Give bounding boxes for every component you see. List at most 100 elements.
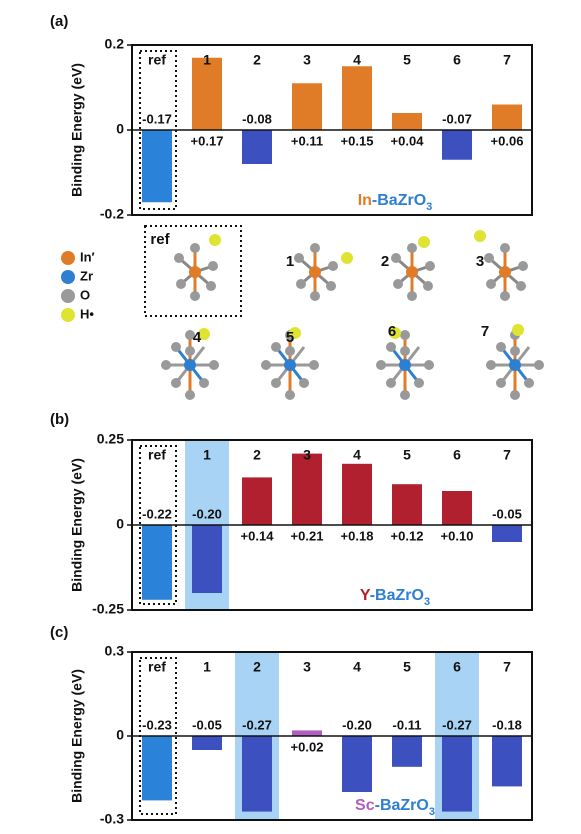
category-label: 4: [353, 447, 361, 463]
y-tick-label: 0: [116, 121, 124, 137]
y-tick-label: -0.25: [92, 601, 124, 617]
structure-label: ref: [150, 231, 170, 248]
plot-frame: [131, 651, 533, 821]
category-label: 6: [453, 52, 461, 68]
bar: [142, 736, 172, 801]
structure-label: 3: [476, 253, 484, 270]
y-axis-title: Binding Energy (eV): [69, 63, 85, 197]
structure-label: 5: [286, 329, 294, 346]
category-label: 4: [353, 52, 361, 68]
bar: [192, 57, 222, 130]
annotation-subscript: 3: [424, 596, 430, 608]
value-label: +0.04: [391, 133, 425, 148]
ref-box: [144, 225, 242, 317]
value-label: -0.20: [342, 717, 372, 732]
annotation: Sc-BaZrO3: [355, 797, 435, 818]
bar: [442, 491, 472, 525]
bar: [242, 130, 272, 164]
category-label: ref: [148, 447, 166, 463]
bar: [292, 453, 322, 525]
legend-swatch: [61, 289, 75, 303]
y-tick-label: 0: [116, 727, 124, 743]
category-label: 2: [253, 659, 261, 675]
value-label: -0.22: [142, 506, 172, 521]
value-label: -0.18: [492, 717, 522, 732]
y-tick-label: 0.25: [97, 431, 124, 447]
bar: [192, 525, 222, 593]
bar: [442, 130, 472, 160]
plot-frame: [131, 44, 533, 216]
value-label: +0.11: [291, 133, 323, 148]
y-tick-label: 0.2: [105, 36, 125, 52]
value-label: +0.10: [441, 528, 474, 543]
structures: [144, 225, 546, 402]
bar: [442, 736, 472, 812]
panel-label: (c): [50, 624, 68, 641]
annotation-dopant: In: [358, 192, 372, 209]
value-label: +0.12: [391, 528, 424, 543]
value-label: +0.15: [341, 133, 374, 148]
category-label: 7: [503, 52, 511, 68]
category-label: 2: [253, 52, 261, 68]
bar: [342, 463, 372, 525]
value-label: -0.11: [393, 717, 422, 732]
bar: [342, 66, 372, 130]
category-label: 5: [403, 447, 411, 463]
y-tick-label: 0.3: [105, 643, 125, 659]
panel-label: (b): [50, 411, 69, 428]
category-label: 5: [403, 659, 411, 675]
value-label: -0.27: [242, 717, 272, 732]
legend-label: In′: [80, 249, 95, 264]
value-label: -0.17: [142, 111, 172, 126]
annotation-host: -BaZrO: [372, 192, 426, 209]
y-axis-title: Binding Energy (eV): [69, 669, 85, 803]
category-label: 3: [303, 659, 311, 675]
bar: [292, 730, 322, 736]
value-label: +0.18: [341, 528, 374, 543]
category-label: 1: [203, 447, 211, 463]
y-tick-label: -0.3: [100, 811, 124, 827]
bar: [342, 736, 372, 792]
category-label: 1: [203, 52, 211, 68]
value-label: -0.23: [142, 717, 172, 732]
value-label: +0.17: [191, 133, 224, 148]
bar: [492, 736, 522, 787]
bar: [392, 113, 422, 130]
panel-label: (a): [50, 13, 68, 30]
category-label: ref: [148, 659, 166, 675]
bar: [142, 130, 172, 203]
structure-label: 7: [481, 323, 489, 340]
plot-frame: [131, 439, 533, 611]
bar: [492, 525, 522, 542]
value-label: +0.14: [241, 528, 275, 543]
bar: [142, 525, 172, 600]
bar: [192, 736, 222, 750]
y-axis-title: Binding Energy (eV): [69, 458, 85, 592]
value-label: +0.21: [291, 528, 324, 543]
category-label: 7: [503, 659, 511, 675]
category-label: 5: [403, 52, 411, 68]
category-label: ref: [148, 52, 166, 68]
category-label: 4: [353, 659, 361, 675]
value-label: -0.05: [492, 506, 522, 521]
category-label: 6: [453, 447, 461, 463]
category-label: 1: [203, 659, 211, 675]
category-label: 6: [453, 659, 461, 675]
category-label: 3: [303, 447, 311, 463]
legend-swatch: [61, 270, 75, 284]
y-tick-label: 0: [116, 516, 124, 532]
structure-label: 2: [381, 253, 389, 270]
bar: [392, 484, 422, 525]
structure-label: 6: [388, 323, 396, 340]
annotation: Y-BaZrO3: [360, 587, 430, 608]
bar: [242, 736, 272, 812]
structure-label: 1: [286, 253, 294, 270]
y-tick-label: -0.2: [100, 206, 124, 222]
bar: [242, 477, 272, 525]
category-label: 3: [303, 52, 311, 68]
category-label: 7: [503, 447, 511, 463]
bar: [492, 104, 522, 130]
annotation-host: -BaZrO: [375, 797, 429, 814]
structure-label: 4: [193, 329, 202, 346]
